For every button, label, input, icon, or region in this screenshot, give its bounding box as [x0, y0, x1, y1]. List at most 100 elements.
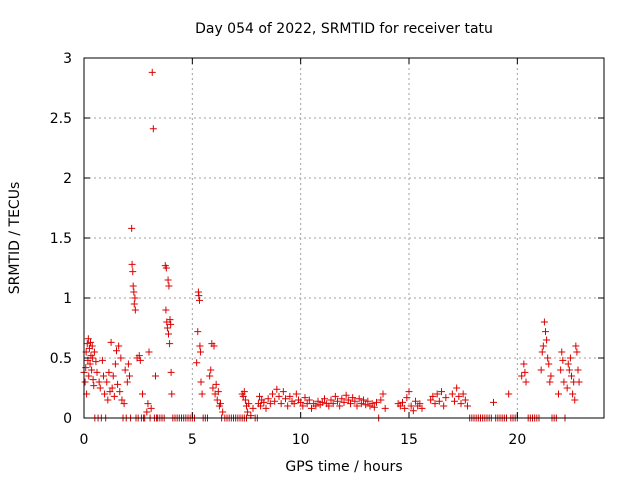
- data-point: [249, 404, 257, 412]
- data-point: [520, 360, 528, 368]
- data-point: [540, 318, 548, 326]
- data-point: [571, 396, 579, 404]
- data-point: [120, 400, 128, 408]
- data-point: [340, 398, 348, 406]
- data-point: [100, 372, 107, 380]
- data-point: [544, 354, 552, 362]
- data-point: [110, 392, 118, 400]
- data-point: [559, 356, 567, 364]
- data-point: [273, 385, 281, 393]
- data-point: [518, 372, 526, 380]
- data-point: [217, 400, 224, 408]
- data-point: [83, 340, 91, 348]
- data-point: [431, 400, 439, 408]
- chart-title: Day 054 of 2022, SRMTID for receiver tat…: [195, 21, 493, 37]
- y-axis-label: SRMTID / TECUs: [7, 182, 23, 295]
- data-point: [563, 384, 571, 392]
- data-point: [573, 348, 581, 356]
- data-point: [271, 397, 279, 405]
- data-point: [331, 392, 339, 400]
- data-point: [538, 348, 546, 356]
- data-point: [284, 402, 292, 410]
- data-point: [575, 378, 583, 386]
- data-point: [321, 395, 328, 403]
- data-point: [130, 288, 138, 296]
- data-point: [314, 397, 322, 405]
- data-point: [362, 401, 370, 409]
- data-point: [459, 390, 467, 398]
- data-point: [197, 378, 205, 386]
- data-point: [275, 392, 283, 400]
- data-point: [145, 348, 153, 356]
- data-point: [448, 390, 456, 398]
- data-point: [290, 400, 298, 408]
- data-point: [262, 404, 270, 412]
- data-point: [560, 378, 568, 386]
- data-point: [89, 354, 97, 362]
- data-point: [336, 402, 344, 410]
- data-point: [166, 340, 174, 348]
- data-point: [347, 400, 354, 408]
- data-point: [165, 330, 172, 338]
- data-point: [407, 402, 415, 410]
- data-point: [464, 402, 471, 410]
- data-point: [368, 400, 376, 408]
- data-point: [572, 342, 580, 350]
- data-point: [305, 396, 313, 404]
- data-point: [165, 282, 173, 290]
- x-tick-label: 5: [188, 432, 197, 448]
- x-tick-label: 15: [400, 432, 418, 448]
- data-point: [144, 400, 152, 408]
- x-axis-label: GPS time / hours: [285, 459, 402, 475]
- data-point: [195, 296, 203, 304]
- data-point: [342, 391, 350, 399]
- data-point: [451, 397, 458, 405]
- data-point: [107, 338, 115, 346]
- data-point: [547, 372, 555, 380]
- data-point: [442, 394, 450, 402]
- data-point: [260, 398, 268, 406]
- data-point: [360, 396, 367, 404]
- data-point: [82, 364, 90, 372]
- data-point: [128, 224, 136, 232]
- data-point: [193, 359, 201, 367]
- data-point: [129, 268, 137, 276]
- data-point: [539, 342, 547, 350]
- data-point: [433, 390, 441, 398]
- data-point: [543, 336, 551, 344]
- data-point: [461, 396, 469, 404]
- data-point: [164, 276, 172, 284]
- data-point: [167, 368, 175, 376]
- data-point: [453, 384, 461, 392]
- data-point: [95, 378, 103, 386]
- data-point: [118, 396, 126, 404]
- data-point: [370, 403, 378, 411]
- data-point: [409, 407, 417, 415]
- data-point: [214, 388, 222, 396]
- data-point: [81, 378, 89, 386]
- data-point: [130, 300, 138, 308]
- y-tick-label: 1.5: [50, 231, 72, 247]
- data-point: [282, 395, 289, 403]
- y-tick-label: 0: [63, 411, 72, 427]
- data-point: [334, 397, 341, 405]
- data-point: [117, 354, 125, 362]
- y-tick-label: 0.5: [50, 351, 72, 367]
- data-point: [427, 396, 435, 404]
- data-point: [257, 402, 265, 410]
- data-point: [521, 368, 529, 376]
- data-point: [279, 388, 287, 396]
- data-point: [86, 360, 94, 368]
- data-point: [381, 404, 389, 412]
- data-point: [351, 397, 359, 405]
- data-point: [111, 360, 119, 368]
- data-point: [522, 378, 530, 386]
- data-point: [196, 342, 204, 350]
- data-point: [105, 368, 113, 376]
- data-point: [209, 384, 217, 392]
- data-point: [126, 372, 133, 380]
- data-point: [109, 372, 117, 380]
- data-point: [558, 348, 566, 356]
- y-tick-label: 1: [63, 291, 72, 307]
- data-point: [297, 398, 305, 406]
